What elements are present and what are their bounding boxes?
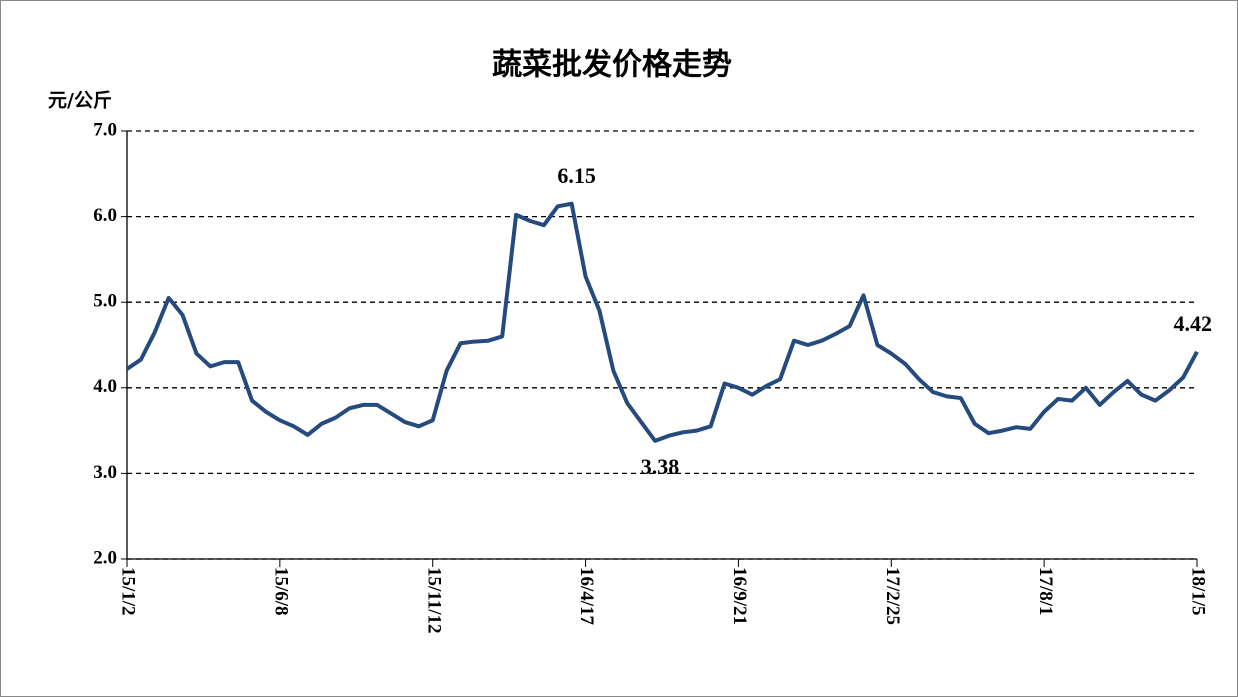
x-tick-label: 16/9/21	[729, 567, 750, 625]
y-axis-label: 元/公斤	[48, 90, 112, 112]
x-tick-label: 17/8/1	[1035, 567, 1056, 616]
y-tick-label: 4.0	[93, 376, 117, 397]
series-line	[125, 201, 1199, 443]
data-label: 4.42	[1174, 311, 1213, 336]
data-label: 6.15	[557, 163, 596, 188]
x-tick-label: 15/6/8	[270, 567, 291, 616]
y-tick-label: 7.0	[93, 119, 117, 140]
y-tick-label: 5.0	[93, 291, 117, 312]
x-tick-label: 17/2/25	[882, 567, 903, 625]
y-tick-label: 2.0	[93, 547, 117, 568]
x-tick-label: 15/11/12	[423, 567, 444, 634]
x-tick-label: 18/1/5	[1188, 567, 1209, 616]
y-tick-label: 6.0	[93, 205, 117, 226]
data-label: 3.38	[641, 454, 680, 479]
y-tick-label: 3.0	[93, 462, 117, 483]
chart-title: 蔬菜批发价格走势	[492, 48, 732, 83]
x-tick-label: 16/4/17	[576, 567, 597, 626]
x-tick-label: 15/1/2	[118, 567, 139, 616]
